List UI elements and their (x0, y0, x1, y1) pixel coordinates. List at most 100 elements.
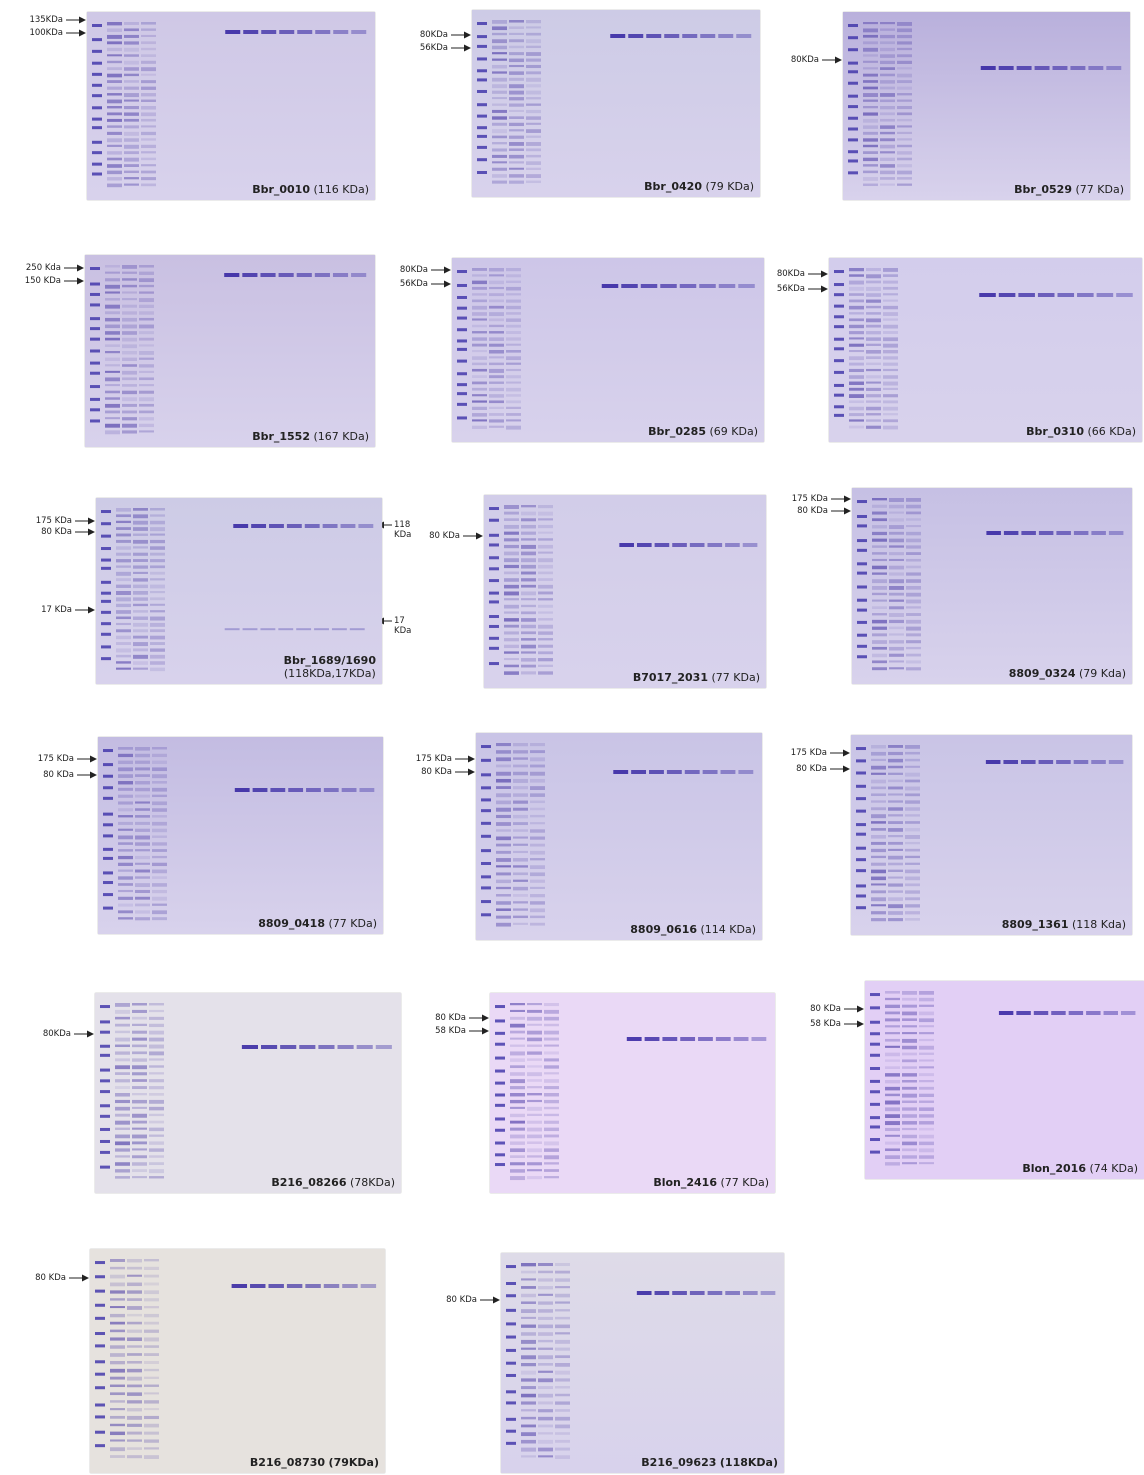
lysate-band (509, 155, 524, 159)
gene-name: Bbr_0010 (252, 183, 310, 196)
lysate-band (905, 766, 920, 768)
lysate-band (544, 1155, 559, 1159)
lysate-band (526, 129, 541, 133)
lysate-band (919, 1094, 934, 1097)
lysate-band (883, 274, 898, 277)
protein-band (1003, 760, 1018, 764)
lysate-band (527, 1003, 542, 1005)
lysate-band (906, 633, 921, 636)
lysate-band (544, 1003, 559, 1006)
lysate-band (521, 1425, 536, 1428)
ladder-band (101, 633, 111, 636)
lysate-band (509, 33, 524, 35)
ladder-band (92, 163, 102, 166)
lysate-band (116, 629, 131, 632)
ladder-band (100, 1069, 110, 1072)
lysate-band (150, 591, 165, 593)
protein-band (261, 30, 276, 34)
lysate-band (150, 585, 165, 589)
lysate-band (472, 375, 487, 378)
gel-lanes (98, 737, 383, 934)
lysate-band (510, 1065, 525, 1068)
lysate-band (132, 1003, 147, 1006)
lysate-band (107, 93, 122, 95)
lysate-band (150, 617, 165, 621)
lysate-band (902, 1025, 917, 1027)
lysate-band (555, 1294, 570, 1298)
lysate-band (127, 1337, 142, 1341)
lysate-band (530, 765, 545, 768)
lysate-band (510, 1162, 525, 1165)
lysate-band (122, 338, 137, 342)
protein-band (297, 30, 312, 34)
lysate-band (118, 836, 133, 840)
lysate-band (885, 1080, 900, 1083)
marker-label: 80 KDa (35, 1273, 66, 1283)
lysate-band (141, 125, 156, 127)
lysate-band (888, 821, 903, 824)
lysate-band (544, 1141, 559, 1145)
lysate-band (133, 534, 148, 536)
lysate-band (141, 74, 156, 76)
lysate-band (510, 1121, 525, 1124)
ladder-band (90, 398, 100, 401)
lysate-band (149, 1017, 164, 1020)
lysate-band (902, 1148, 917, 1151)
lysate-band (897, 112, 912, 115)
ladder-band (103, 834, 113, 837)
lysate-band (880, 74, 895, 77)
lysate-band (889, 600, 904, 602)
lysate-band (538, 572, 553, 575)
ladder-band (100, 1115, 110, 1118)
lysate-band (883, 318, 898, 320)
lysate-band (124, 158, 139, 162)
lysate-band (152, 822, 167, 826)
lysate-band (866, 426, 881, 429)
gel-lanes (472, 10, 760, 197)
lysate-band (521, 1378, 536, 1381)
lysate-band (888, 856, 903, 860)
lysate-band (888, 752, 903, 755)
lysate-band (888, 800, 903, 802)
lysate-band (538, 1386, 553, 1389)
lysate-band (115, 1162, 130, 1166)
lysate-band (127, 1369, 142, 1373)
lysate-band (555, 1455, 570, 1459)
lysate-band (919, 1005, 934, 1007)
lysate-band (132, 1072, 147, 1075)
ladder-band (92, 84, 102, 87)
lysate-band (139, 404, 154, 407)
lysate-band (506, 394, 521, 397)
lysate-band (139, 338, 154, 341)
lysate-band (521, 1455, 536, 1457)
lysate-band (496, 872, 511, 875)
ladder-band (489, 567, 499, 570)
lysate-band (527, 1155, 542, 1157)
marker-label: 56KDa (400, 279, 428, 289)
ladder-band (477, 90, 487, 93)
lysate-band (118, 856, 133, 859)
lysate-band (509, 123, 524, 126)
lysate-band (509, 168, 524, 170)
gel-lanes (95, 993, 401, 1193)
lysate-band (152, 815, 167, 817)
lysate-band (885, 1005, 900, 1008)
lysate-band (472, 325, 487, 327)
ladder-band (870, 1006, 880, 1009)
lysate-band (555, 1286, 570, 1288)
lysate-band (919, 1121, 934, 1124)
lysate-band (530, 779, 545, 783)
lysate-band (544, 1024, 559, 1026)
lysate-band (105, 377, 120, 381)
marker-label: 80 KDa (810, 1004, 841, 1014)
ladder-band (495, 1070, 505, 1073)
lysate-band (888, 745, 903, 748)
marker-label: 58 KDa (435, 1026, 466, 1036)
ladder-band (856, 785, 866, 788)
lysate-band (902, 1162, 917, 1164)
lysate-band (526, 97, 541, 99)
ladder-band (103, 775, 113, 778)
ladder-band (870, 1116, 880, 1119)
lysate-band (496, 844, 511, 847)
lysate-band (122, 391, 137, 394)
